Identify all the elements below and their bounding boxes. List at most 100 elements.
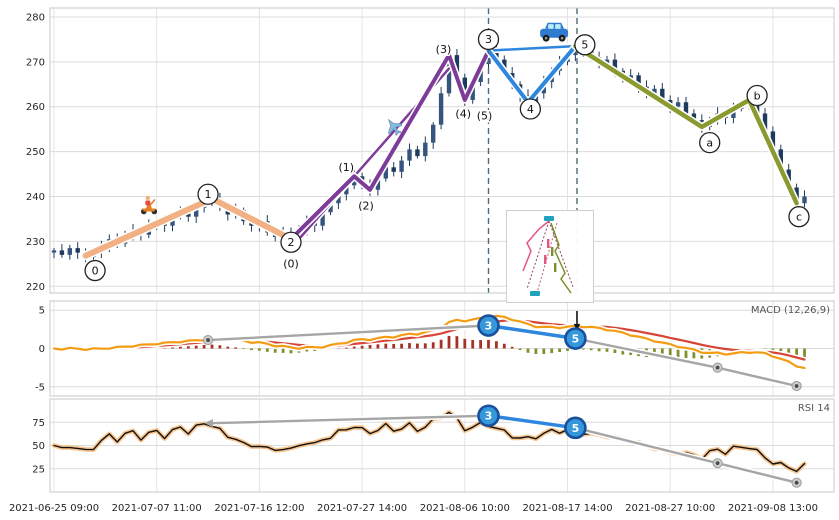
- trend-dot-center: [794, 480, 799, 485]
- macd-hist-bar: [439, 339, 443, 349]
- pivot-label: 5: [581, 39, 588, 52]
- macd-hist-bar: [289, 348, 293, 354]
- candle-body: [423, 142, 428, 157]
- candle-body: [415, 149, 420, 157]
- y-tick-label: 270: [26, 57, 45, 68]
- pivot-label: c: [796, 211, 802, 224]
- macd-hist-bar: [226, 346, 230, 349]
- rsi-line-glow: [51, 409, 807, 474]
- candle-body: [383, 167, 388, 179]
- pattern-inset-box: [506, 210, 594, 303]
- macd-hist-bar: [471, 339, 475, 349]
- macd-hist-bar: [803, 348, 806, 361]
- macd-hist-bar: [589, 348, 593, 351]
- macd-hist-bar: [273, 348, 277, 353]
- macd-trend-overlay: 35: [202, 310, 802, 392]
- macd-hist-bar: [408, 343, 411, 349]
- pivot-label: (2): [358, 199, 374, 212]
- candle-body: [802, 196, 807, 204]
- macd-hist-bar: [510, 346, 514, 349]
- macd-hist-bar: [676, 348, 680, 358]
- macd-hist-bar: [265, 348, 269, 352]
- macd-hist-bar: [495, 341, 498, 349]
- candle-body: [636, 75, 641, 87]
- rsi-panel-border: [49, 398, 835, 493]
- macd-hist-bar: [455, 336, 459, 349]
- macd-hist-bar: [400, 343, 403, 349]
- pivot-circle-5: [574, 34, 596, 56]
- candle-body: [59, 250, 65, 255]
- airplane-icon: [387, 118, 402, 136]
- candle-body: [462, 77, 467, 101]
- candle-body: [778, 149, 783, 170]
- y-tick-label: 230: [26, 237, 45, 248]
- macd-hist-bar: [597, 348, 601, 352]
- macd-hist-bar: [194, 344, 198, 349]
- pivot-label: 1: [205, 188, 212, 201]
- macd-label: MACD (12,26,9): [751, 305, 830, 316]
- macd-hist-bar: [463, 338, 467, 349]
- x-tick-label: 2021-07-07 11:00: [112, 503, 202, 514]
- y-tick-label: 25: [32, 464, 45, 475]
- wave-point-marker-label: 3: [485, 320, 493, 333]
- candle-body: [344, 185, 349, 195]
- pivot-circle-4: [519, 98, 542, 120]
- pivot-circle-c: [788, 206, 810, 228]
- pivot-circle-3: [477, 28, 500, 51]
- macd-hist-bar: [526, 348, 530, 353]
- macd-hist-bar: [518, 348, 522, 351]
- y-tick-label: -5: [35, 382, 45, 393]
- wave-lines: [80, 42, 801, 261]
- candle-body: [399, 160, 404, 172]
- candle-body: [691, 113, 697, 121]
- pivot-label: (1): [339, 161, 355, 174]
- pivot-label: a: [706, 136, 713, 149]
- macd-trend-gray: [206, 324, 490, 342]
- trend-dot-center: [715, 461, 720, 466]
- macd-hist-bar: [550, 348, 554, 354]
- wave-point-marker-5: [564, 416, 587, 440]
- macd-hist-bar: [376, 344, 380, 349]
- macd-hist-bar: [668, 348, 672, 359]
- wave-point-marker-label: 3: [485, 410, 493, 423]
- macd-hist-bar: [613, 348, 617, 354]
- macd-hist-bar: [479, 340, 482, 349]
- trend-dot-center: [794, 384, 799, 388]
- pivot-label: (0): [283, 258, 299, 271]
- macd-hist-bar: [581, 348, 585, 350]
- scooter-icon: [141, 195, 158, 215]
- macd-hist-bar: [186, 345, 190, 349]
- wave-3-5-link: [487, 44, 577, 52]
- macd-hist-bar: [281, 348, 285, 353]
- macd-hist-bar: [542, 348, 546, 354]
- car-icon: [540, 22, 569, 42]
- macd-hist-bar: [242, 348, 245, 350]
- candle-body: [438, 93, 444, 125]
- macd-hist-bar: [416, 343, 419, 349]
- candle-body: [770, 131, 776, 150]
- pivot-label: b: [754, 89, 761, 102]
- candle-body: [328, 203, 333, 213]
- y-tick-label: 50: [32, 441, 45, 452]
- wave-5-a-b-c: [573, 43, 799, 206]
- rsi-trend-gray: [210, 414, 490, 425]
- candle-body: [375, 178, 381, 190]
- macd-hist-bar: [502, 343, 506, 349]
- inset-pattern-shapes: [522, 216, 574, 296]
- y-tick-label: 0: [39, 344, 45, 355]
- macd-hist-bar: [566, 348, 569, 351]
- macd-hist-bar: [368, 344, 372, 349]
- x-tick-label: 2021-08-27 10:00: [625, 503, 715, 514]
- macd-hist-bar: [431, 342, 435, 349]
- pivot-label: 0: [92, 264, 99, 277]
- candle-body: [660, 88, 665, 101]
- candle-body: [186, 212, 191, 217]
- x-tick-label: 2021-09-08 13:00: [728, 503, 818, 514]
- x-tick-label: 2021-06-25 09:00: [9, 503, 99, 514]
- axis-labels: 28027026025024023022050-57550252021-06-2…: [9, 12, 818, 514]
- wave-point-marker-label: 5: [572, 422, 580, 435]
- macd-hist-bar: [534, 348, 538, 354]
- candle-body: [391, 167, 396, 172]
